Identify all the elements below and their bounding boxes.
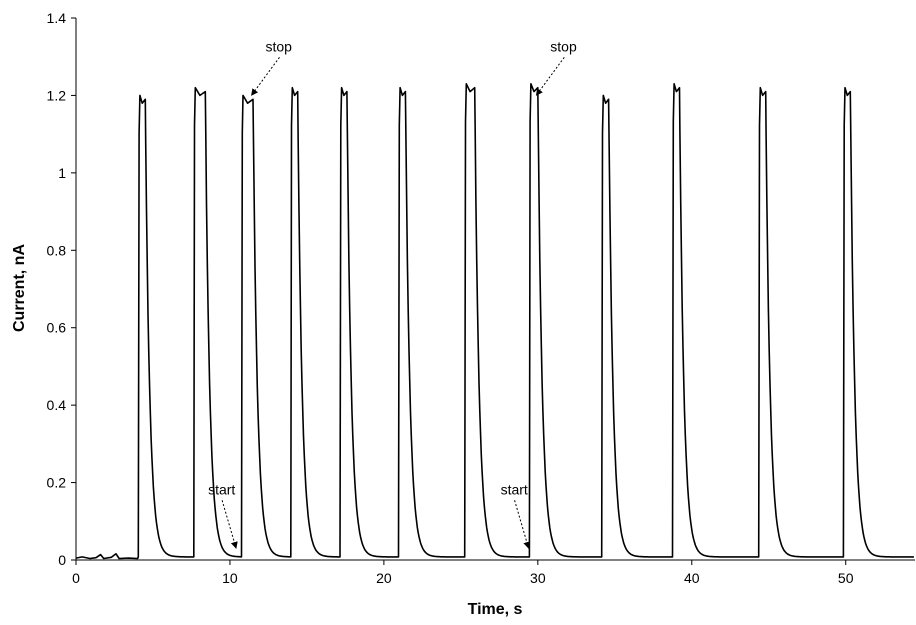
y-tick-label: 0.2 xyxy=(47,475,67,491)
axes: 0 0.2 0.4 0.6 0.8 1 1.2 1.4 0 10 20 30 40 50 xyxy=(47,10,915,586)
y-tick-label: 1 xyxy=(58,165,66,181)
annotation-stop-arrow xyxy=(251,57,280,96)
series-group xyxy=(75,83,914,560)
y-tick-label: 0 xyxy=(58,552,66,568)
y-tick-label: 1.4 xyxy=(47,10,67,26)
y-tick-label: 0.8 xyxy=(47,242,67,258)
y-tick-label: 1.2 xyxy=(47,87,67,103)
x-tick-label: 30 xyxy=(530,570,546,586)
annotations-group: start stop start stop xyxy=(208,38,577,549)
x-tick-label: 50 xyxy=(838,570,854,586)
annotation-stop-label: stop xyxy=(265,38,292,54)
y-tick-label: 0.4 xyxy=(47,397,67,413)
annotation-start-label: start xyxy=(208,481,235,497)
x-axis-title: Time, s xyxy=(468,601,523,618)
x-tick-label: 10 xyxy=(222,570,238,586)
x-tick-label: 40 xyxy=(684,570,700,586)
annotation-start-arrow xyxy=(514,500,531,549)
current-series-line xyxy=(75,83,914,560)
y-tick-label: 0.6 xyxy=(47,320,67,336)
annotation-stop-arrow xyxy=(535,57,565,96)
y-axis-title: Current, nA xyxy=(11,244,28,332)
annotation-start-arrow xyxy=(221,500,238,549)
x-tick-label: 0 xyxy=(72,570,80,586)
annotation-stop-label: stop xyxy=(550,38,577,54)
x-tick-label: 20 xyxy=(376,570,392,586)
annotation-start-label: start xyxy=(501,481,528,497)
